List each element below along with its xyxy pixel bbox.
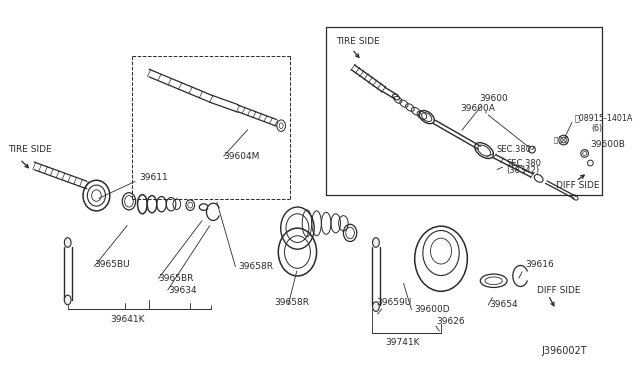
Text: 3965BR: 3965BR xyxy=(159,275,194,283)
Text: 39600: 39600 xyxy=(479,94,508,103)
Text: TIRE SIDE: TIRE SIDE xyxy=(8,145,52,154)
Text: 39600A: 39600A xyxy=(460,104,495,113)
Ellipse shape xyxy=(65,295,71,305)
Text: Ⓦ08915-1401A: Ⓦ08915-1401A xyxy=(575,113,634,122)
Ellipse shape xyxy=(372,238,380,247)
Text: DIFF SIDE: DIFF SIDE xyxy=(556,180,600,190)
Text: 39600B: 39600B xyxy=(590,140,625,149)
Text: 39611: 39611 xyxy=(140,173,168,182)
Text: 39654: 39654 xyxy=(489,300,518,309)
Text: (38342): (38342) xyxy=(506,166,540,175)
Text: TIRE SIDE: TIRE SIDE xyxy=(336,37,380,46)
Text: 39741K: 39741K xyxy=(385,339,420,347)
Text: 39616: 39616 xyxy=(525,260,554,269)
Text: SEC.380: SEC.380 xyxy=(506,160,541,169)
Ellipse shape xyxy=(372,302,380,311)
Text: SEC.380: SEC.380 xyxy=(497,145,532,154)
Text: 39634: 39634 xyxy=(168,286,197,295)
Text: J396002T: J396002T xyxy=(541,346,587,356)
Text: 39600D: 39600D xyxy=(414,305,450,314)
Ellipse shape xyxy=(65,238,71,247)
Text: DIFF SIDE: DIFF SIDE xyxy=(537,286,580,295)
Text: 39641K: 39641K xyxy=(111,315,145,324)
Text: 39626: 39626 xyxy=(436,317,465,326)
Text: Ⓦ: Ⓦ xyxy=(554,137,558,143)
Text: 39604M: 39604M xyxy=(224,152,260,161)
Text: (6): (6) xyxy=(591,124,602,133)
Text: 39658R: 39658R xyxy=(238,262,273,271)
Text: 3965BU: 3965BU xyxy=(95,260,130,269)
Text: 39659U: 39659U xyxy=(376,298,411,307)
Text: 39658R: 39658R xyxy=(275,298,310,307)
